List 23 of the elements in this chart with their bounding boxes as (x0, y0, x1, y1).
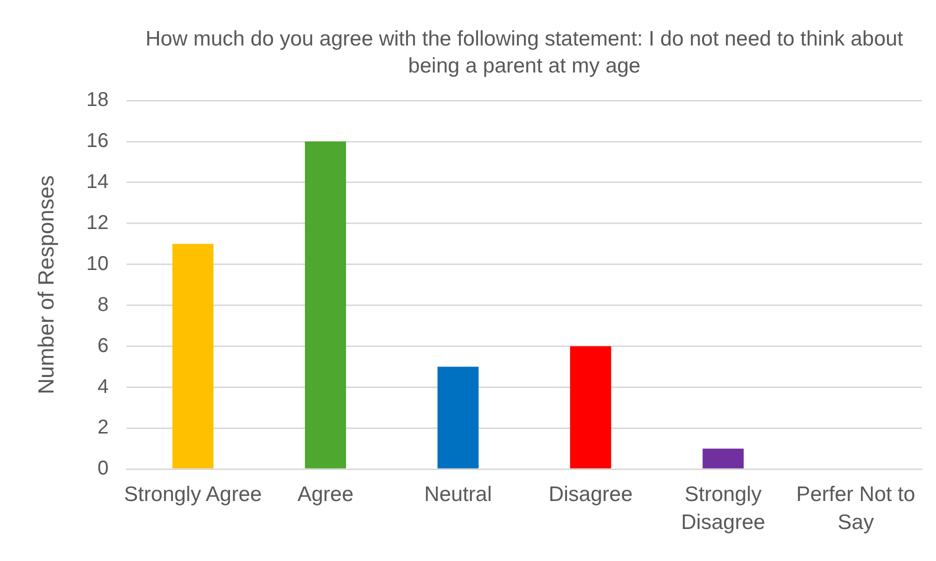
x-tick-label: Perfer Not to Say (796, 482, 916, 534)
x-tick-label: Agree (297, 482, 354, 506)
x-tick-label: Strongly Agree (124, 482, 262, 506)
bar (304, 142, 346, 468)
y-tick-label: 0 (98, 458, 109, 480)
y-tick-label: 2 (98, 416, 109, 439)
bar (437, 366, 479, 468)
y-axis-title: Number of Responses (33, 175, 58, 394)
bar (570, 346, 612, 468)
y-tick-label: 18 (86, 89, 109, 112)
x-tick-label: Neutral (424, 482, 492, 506)
y-tick-label: 14 (86, 171, 109, 194)
y-tick-label: 12 (86, 212, 109, 234)
y-tick-label: 8 (98, 294, 109, 316)
y-tick-label: 16 (86, 130, 109, 152)
x-tick-label: Disagree (548, 482, 633, 506)
bar (702, 448, 744, 468)
x-tick-label: Strongly Disagree (681, 482, 766, 534)
chart-title: How much do you agree with the following statement: I do not need to think about being a parent at my age (146, 27, 904, 78)
y-tick-label: 6 (98, 334, 109, 357)
y-tick-label: 10 (86, 252, 109, 275)
bar (172, 244, 214, 468)
y-tick-label: 4 (98, 376, 109, 398)
